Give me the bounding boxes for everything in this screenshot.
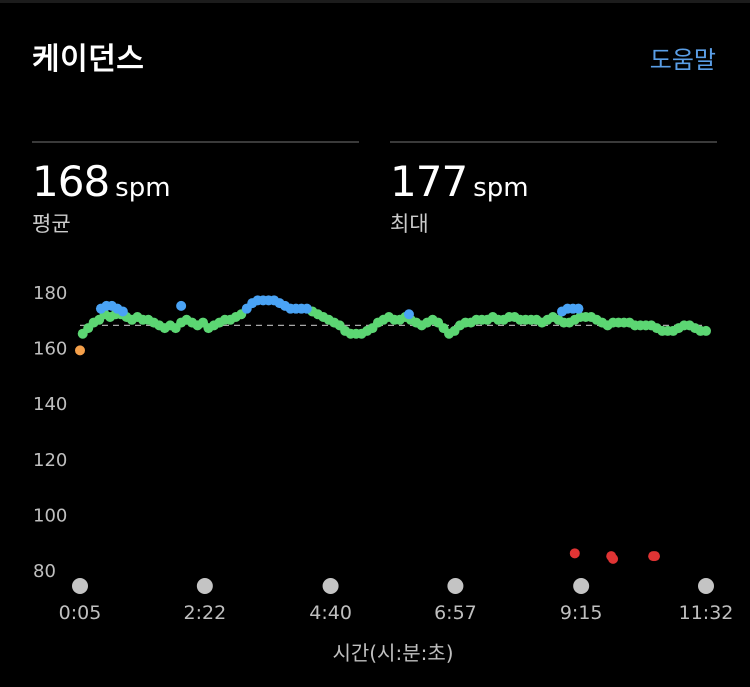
- data-point-zone_red-2: [608, 553, 619, 564]
- average-cadence-stat: 168 spm 평균: [32, 141, 359, 238]
- help-link[interactable]: 도움말: [649, 46, 716, 74]
- x-tick-marker-5: [698, 578, 714, 594]
- max-cadence-unit: spm: [473, 173, 529, 203]
- max-cadence-stat: 177 spm 최대: [390, 141, 717, 238]
- top-divider: [0, 0, 750, 3]
- y-tick-label-180: 180: [33, 283, 67, 304]
- data-point-zone_blue-22: [573, 303, 584, 314]
- page-title: 케이던스: [32, 42, 145, 77]
- x-tick-marker-1: [196, 578, 213, 594]
- data-point-zone_blue-17: [301, 303, 312, 314]
- y-tick-label-160: 160: [33, 339, 67, 360]
- x-tick-marker-0: [72, 578, 88, 594]
- y-tick-label-120: 120: [33, 450, 67, 471]
- data-point-zone_blue-5: [176, 300, 187, 311]
- x-tick-label-0: 0:05: [59, 602, 102, 624]
- average-cadence-label: 평균: [32, 212, 71, 236]
- average-cadence-value: 168: [32, 157, 110, 206]
- y-tick-label-100: 100: [33, 505, 67, 526]
- x-tick-label-3: 6:57: [434, 602, 477, 624]
- x-tick-label-5: 11:32: [679, 602, 734, 624]
- data-point-zone_green-102: [701, 325, 711, 336]
- x-tick-label-1: 2:22: [183, 602, 226, 624]
- max-cadence-value: 177: [390, 157, 468, 206]
- x-tick-label-2: 4:40: [309, 602, 352, 624]
- data-point-zone_blue-4: [117, 306, 128, 317]
- y-tick-label-80: 80: [33, 561, 56, 582]
- x-tick-label-4: 9:15: [560, 602, 603, 624]
- data-point-zone_orange-0: [75, 345, 85, 356]
- average-cadence-value-row: 168 spm: [32, 157, 359, 206]
- y-tick-label-140: 140: [33, 394, 67, 415]
- data-point-zone_blue-18: [403, 309, 414, 320]
- x-axis-title: 시간(시:분:초): [332, 641, 453, 665]
- max-cadence-label: 최대: [390, 212, 429, 236]
- x-tick-marker-2: [322, 578, 339, 594]
- max-cadence-value-row: 177 spm: [390, 157, 717, 206]
- average-cadence-unit: spm: [115, 173, 171, 203]
- x-tick-marker-3: [447, 578, 464, 594]
- x-tick-marker-4: [573, 578, 590, 594]
- data-point-zone_red-0: [569, 548, 580, 559]
- data-point-zone_red-4: [649, 551, 660, 562]
